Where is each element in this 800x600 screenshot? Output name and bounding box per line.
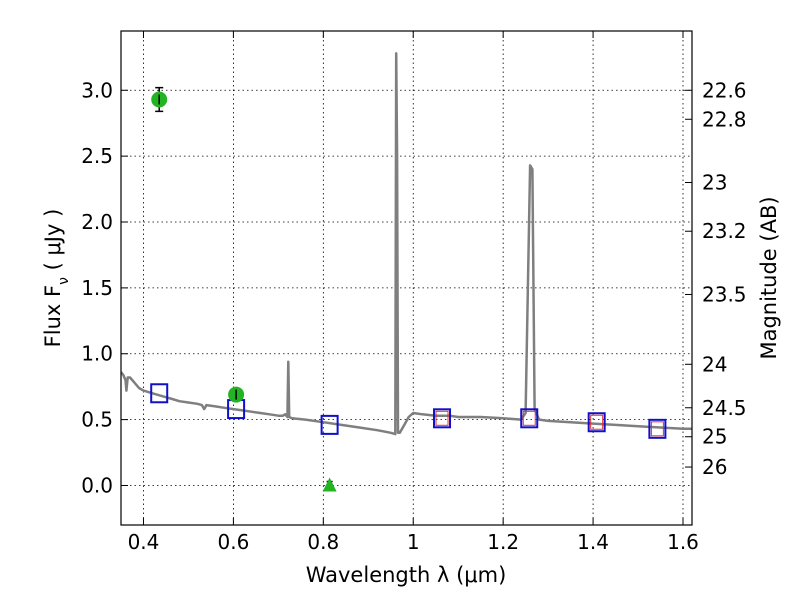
right-axis-label: Magnitude (AB): [757, 196, 781, 359]
x-tick-label: 0.8: [307, 530, 339, 554]
model-flux-square: [433, 408, 452, 429]
model-flux-red-square: [650, 421, 664, 437]
right-tick-label: 26: [702, 455, 727, 479]
grid: [121, 31, 692, 525]
right-tick-label: 22.6: [702, 78, 747, 102]
model-flux-square: [320, 414, 339, 435]
x-tick-label: 1.2: [487, 530, 519, 554]
y-tick-label: 2.5: [81, 144, 113, 168]
y-tick-label: 0.5: [81, 408, 113, 432]
y-tick-label: 2.0: [81, 210, 113, 234]
right-tick-label: 23.2: [702, 219, 747, 243]
model-flux-red-square: [435, 410, 449, 426]
right-tick-label: 23: [702, 170, 727, 194]
upper-limit-triangle: [322, 477, 337, 492]
tick-labels: 0.4 0.6 0.8 1 1.2 1.4 1.6 0.0 0.5 1.0 1.5 2.0 2.5 3.0…: [81, 78, 746, 554]
y-tick-label: 1.0: [81, 342, 113, 366]
right-tick-label: 25: [702, 425, 727, 449]
y-tick-label: 3.0: [81, 78, 113, 102]
x-tick-label: 0.4: [128, 530, 160, 554]
model-flux-square: [648, 418, 667, 439]
y-tick-label: 0.0: [81, 473, 113, 497]
model-flux-square: [587, 412, 606, 433]
plot-frame: [120, 30, 693, 526]
spectrum-line: [121, 52, 692, 436]
right-tick-label: 24.5: [702, 396, 747, 420]
model-flux-square: [520, 408, 539, 429]
plot-area: [121, 52, 692, 492]
model-flux-square: [150, 383, 169, 404]
right-tick-label: 23.5: [702, 282, 747, 306]
right-tick-label: 22.8: [702, 107, 747, 131]
y-axis-label-sub: ν: [56, 277, 72, 285]
y-axis-label-units: ( μJy ): [41, 209, 65, 277]
y-axis-label: Flux Fν ( μJy ): [41, 209, 72, 348]
x-tick-label: 1.6: [667, 530, 699, 554]
model-flux-red-square: [522, 410, 536, 426]
y-axis-label-main: Flux F: [41, 285, 65, 347]
model-flux-red-square: [590, 414, 604, 430]
x-tick-label: 1.4: [577, 530, 609, 554]
right-tick-label: 24: [702, 352, 727, 376]
y-tick-label: 1.5: [81, 276, 113, 300]
x-tick-label: 0.6: [217, 530, 249, 554]
ticks: [121, 31, 692, 525]
x-tick-label: 1: [407, 530, 420, 554]
x-axis-label: Wavelength λ (μm): [306, 563, 507, 587]
